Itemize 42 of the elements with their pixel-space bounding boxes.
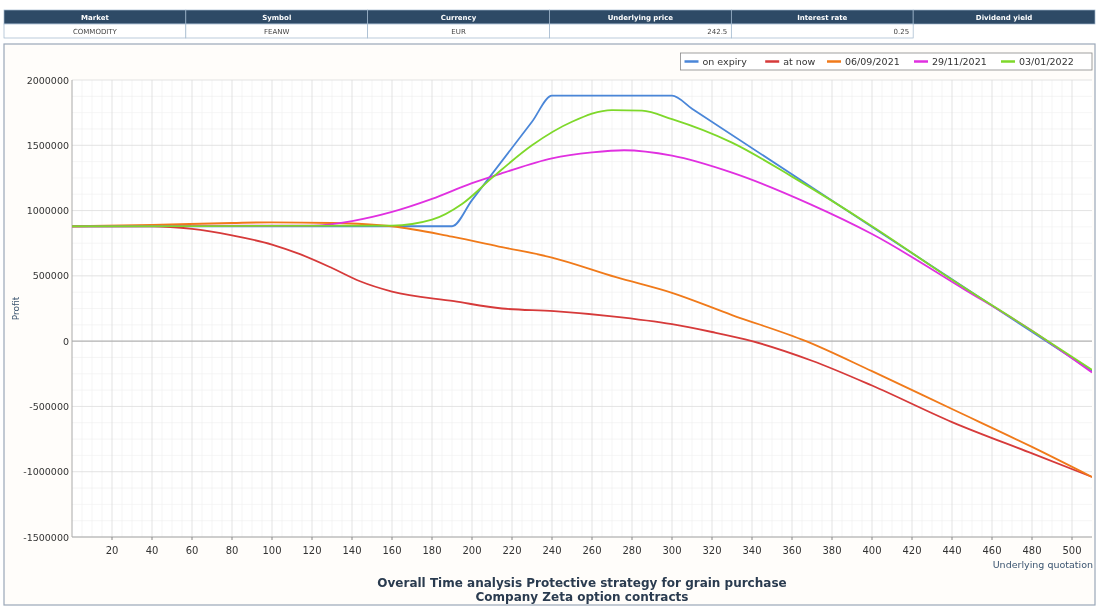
- x-tick-label: 320: [702, 545, 722, 556]
- x-tick-label: 300: [662, 545, 682, 556]
- x-tick-label: 380: [822, 545, 842, 556]
- legend-label: on expiry: [702, 56, 748, 67]
- x-tick-label: 220: [502, 545, 522, 556]
- x-tick-label: 400: [862, 545, 882, 556]
- y-tick-label: -1000000: [23, 466, 69, 478]
- x-tick-label: 180: [422, 545, 442, 556]
- legend-label: at now: [783, 56, 816, 67]
- x-tick-label: 20: [105, 545, 119, 556]
- x-tick-label: 120: [302, 545, 322, 556]
- x-tick-label: 100: [262, 545, 282, 556]
- text: Overall Time analysis Protective strategy for grain purchase: [377, 576, 787, 590]
- y-tick-label: 1000000: [26, 205, 69, 217]
- x-tick-label: 460: [982, 545, 1002, 556]
- x-tick-label: 500: [1062, 545, 1082, 556]
- x-tick-label: 40: [145, 545, 159, 556]
- y-tick-label: 0: [62, 335, 69, 347]
- x-tick-label: 440: [942, 545, 962, 556]
- legend-label: 29/11/2021: [932, 56, 987, 67]
- y-tick-label: 1500000: [26, 139, 69, 151]
- x-tick-label: 280: [622, 545, 642, 556]
- y-tick-label: 500000: [32, 270, 69, 282]
- text: Company Zeta option contracts: [475, 590, 689, 604]
- x-tick-label: 260: [582, 545, 602, 556]
- x-tick-label: 340: [742, 545, 762, 556]
- x-axis-title: Underlying quotation: [992, 559, 1093, 570]
- x-tick-label: 240: [542, 545, 562, 556]
- legend-label: 03/01/2022: [1019, 56, 1074, 67]
- x-tick-label: 200: [462, 545, 482, 556]
- x-tick-label: 80: [225, 545, 239, 556]
- x-tick-label: 140: [342, 545, 362, 556]
- x-tick-label: 160: [382, 545, 402, 556]
- x-tick-label: 360: [782, 545, 802, 556]
- y-tick-label: -1500000: [23, 531, 69, 543]
- y-tick-label: -500000: [29, 400, 69, 412]
- x-tick-label: 60: [185, 545, 199, 556]
- x-tick-label: 480: [1022, 545, 1042, 556]
- x-tick-label: 420: [902, 545, 922, 556]
- legend-label: 06/09/2021: [845, 56, 900, 67]
- y-axis-title: Profit: [11, 296, 21, 321]
- y-tick-label: 2000000: [26, 74, 69, 86]
